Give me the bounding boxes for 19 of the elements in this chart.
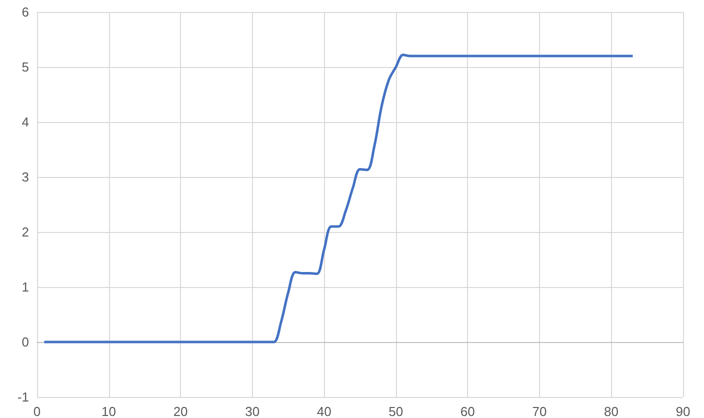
- x-tick-label: 60: [460, 404, 475, 418]
- y-tick-label: -1: [17, 390, 29, 404]
- y-tick-label: 0: [22, 334, 29, 350]
- y-tick-label: 3: [22, 170, 29, 184]
- y-tick-label: 6: [22, 4, 29, 20]
- y-tick-label: 4: [22, 114, 29, 130]
- y-tick-label: 2: [22, 224, 29, 240]
- x-tick-label: 0: [33, 404, 41, 418]
- x-tick-label: 50: [388, 404, 404, 418]
- x-tick-label: 10: [102, 404, 116, 418]
- x-tick-label: 70: [532, 404, 547, 418]
- x-tick-label: 20: [173, 404, 188, 418]
- x-tick-label: 90: [676, 404, 690, 418]
- x-tick-label: 80: [604, 404, 618, 418]
- line-series: [42, 54, 634, 344]
- y-tick-label: 5: [22, 60, 29, 74]
- y-tick-label: 1: [22, 280, 29, 294]
- x-tick-label: 30: [245, 404, 260, 418]
- x-tick-label: 40: [316, 404, 332, 418]
